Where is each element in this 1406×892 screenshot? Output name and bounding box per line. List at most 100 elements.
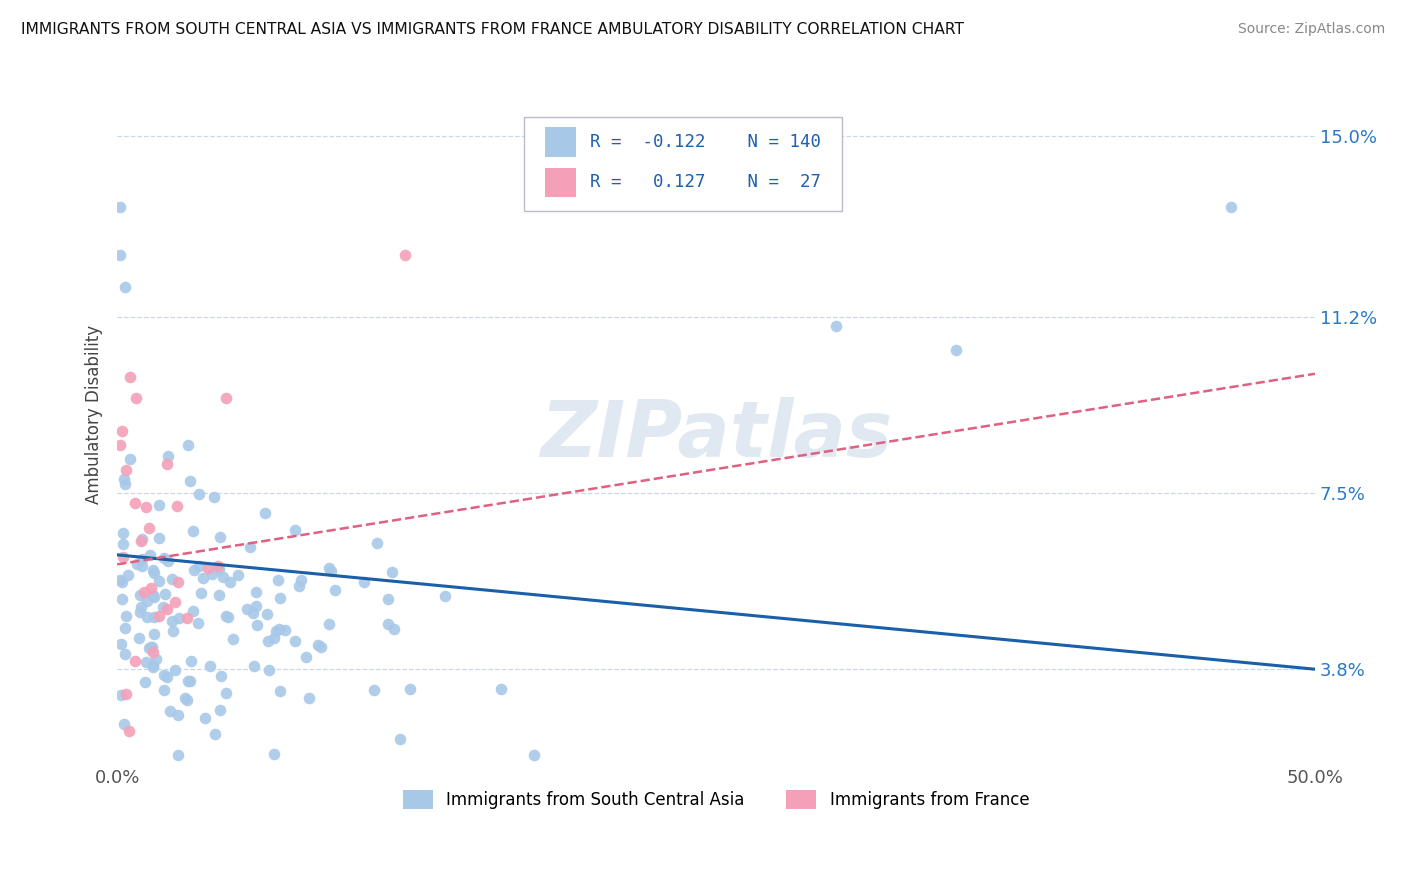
Point	[112, 472, 135, 486]
Point	[188, 487, 211, 501]
Point	[183, 563, 205, 577]
Point	[125, 557, 148, 571]
Point	[176, 693, 198, 707]
Point	[128, 588, 150, 602]
Point	[217, 609, 239, 624]
Point	[242, 606, 264, 620]
Point	[253, 506, 276, 520]
Point	[138, 521, 160, 535]
Point	[208, 530, 231, 544]
Point	[194, 710, 217, 724]
Point	[215, 686, 238, 700]
Point	[114, 647, 136, 661]
Point	[491, 682, 513, 697]
Point	[239, 540, 262, 554]
Point	[129, 605, 152, 619]
Point	[128, 631, 150, 645]
Point	[256, 607, 278, 622]
Point	[1220, 200, 1243, 214]
Point	[131, 558, 153, 573]
Point	[108, 247, 131, 261]
Point	[153, 587, 176, 601]
Point	[353, 575, 375, 590]
Point	[139, 581, 162, 595]
Point	[108, 200, 131, 214]
Point	[198, 658, 221, 673]
Point	[215, 609, 238, 624]
Point	[204, 727, 226, 741]
Point	[142, 590, 165, 604]
Point	[363, 682, 385, 697]
Point	[142, 588, 165, 602]
Point	[179, 474, 201, 488]
Point	[267, 573, 290, 587]
Point	[166, 747, 188, 762]
Point	[377, 592, 399, 607]
Point	[433, 590, 456, 604]
Point	[111, 424, 134, 438]
Point	[212, 570, 235, 584]
Legend: Immigrants from South Central Asia, Immigrants from France: Immigrants from South Central Asia, Immi…	[396, 783, 1036, 815]
Point	[138, 641, 160, 656]
Point	[388, 731, 411, 746]
Point	[190, 586, 212, 600]
Point	[263, 747, 285, 761]
Point	[243, 659, 266, 673]
Point	[156, 602, 179, 616]
Point	[173, 690, 195, 705]
Point	[263, 632, 285, 646]
Point	[135, 655, 157, 669]
Point	[394, 247, 416, 261]
Point	[179, 674, 201, 689]
Point	[284, 524, 307, 538]
Point	[114, 609, 136, 624]
Point	[143, 626, 166, 640]
Point	[284, 633, 307, 648]
Point	[138, 548, 160, 562]
Point	[382, 622, 405, 636]
Point	[257, 634, 280, 648]
Point	[111, 549, 134, 564]
Text: R =   0.127    N =  27: R = 0.127 N = 27	[591, 173, 821, 192]
Point	[135, 500, 157, 515]
Point	[136, 594, 159, 608]
Point	[200, 567, 222, 582]
FancyBboxPatch shape	[524, 117, 842, 211]
Point	[142, 660, 165, 674]
Point	[160, 615, 183, 629]
Point	[269, 684, 291, 698]
Point	[298, 691, 321, 706]
Point	[152, 600, 174, 615]
Point	[111, 526, 134, 541]
Point	[110, 688, 132, 702]
Point	[152, 682, 174, 697]
Text: Source: ZipAtlas.com: Source: ZipAtlas.com	[1237, 22, 1385, 37]
Point	[269, 591, 291, 605]
Point	[309, 640, 332, 654]
Bar	[544, 168, 576, 197]
Point	[162, 624, 184, 638]
Point	[181, 524, 204, 539]
Y-axis label: Ambulatory Disability: Ambulatory Disability	[86, 325, 103, 504]
Point	[142, 658, 165, 673]
Text: IMMIGRANTS FROM SOUTH CENTRAL ASIA VS IMMIGRANTS FROM FRANCE AMBULATORY DISABILI: IMMIGRANTS FROM SOUTH CENTRAL ASIA VS IM…	[21, 22, 965, 37]
Point	[145, 652, 167, 666]
Point	[219, 574, 242, 589]
Point	[143, 566, 166, 580]
Point	[156, 458, 179, 472]
Point	[131, 552, 153, 566]
Point	[222, 632, 245, 647]
Point	[110, 637, 132, 651]
Point	[377, 616, 399, 631]
Point	[118, 724, 141, 739]
Point	[180, 654, 202, 668]
Point	[191, 572, 214, 586]
Point	[156, 554, 179, 568]
Point	[215, 391, 238, 405]
Point	[166, 500, 188, 514]
Point	[142, 645, 165, 659]
Point	[187, 615, 209, 630]
Point	[136, 610, 159, 624]
Point	[148, 574, 170, 589]
Point	[307, 638, 329, 652]
